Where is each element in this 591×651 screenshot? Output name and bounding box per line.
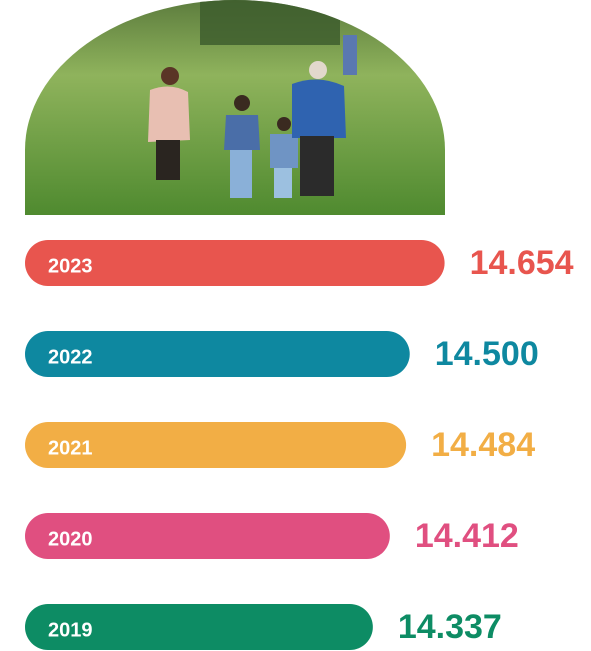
value-label: 14.412 — [415, 517, 519, 555]
category-label: 2019 — [48, 619, 93, 641]
value-label: 14.500 — [435, 335, 539, 373]
category-label: 2020 — [48, 528, 93, 550]
people — [148, 61, 346, 198]
bar — [25, 513, 390, 559]
photo — [25, 0, 445, 215]
value-label: 14.484 — [431, 426, 535, 464]
category-label: 2022 — [48, 346, 93, 368]
category-label: 2021 — [48, 437, 93, 459]
bar — [25, 331, 410, 377]
bar — [25, 422, 407, 468]
category-label: 2023 — [48, 255, 93, 277]
value-label: 14.337 — [398, 608, 502, 646]
value-label: 14.654 — [470, 244, 574, 282]
bar — [25, 240, 445, 286]
bar — [25, 604, 373, 650]
